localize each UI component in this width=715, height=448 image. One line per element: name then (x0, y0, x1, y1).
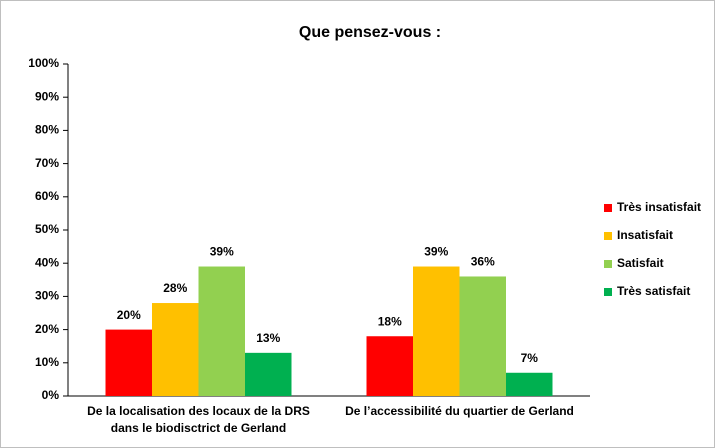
bar (366, 336, 413, 396)
legend-label: Très insatisfait (617, 200, 701, 214)
legend-label: Très satisfait (617, 284, 690, 298)
bar (245, 352, 292, 396)
legend-swatch (604, 288, 612, 296)
bar (459, 276, 506, 396)
y-tick-label: 50% (35, 222, 59, 236)
bar (506, 372, 553, 396)
value-label: 28% (163, 281, 187, 295)
value-label: 20% (117, 308, 141, 322)
value-label: 36% (471, 255, 495, 269)
bar (152, 303, 199, 396)
legend-swatch (604, 204, 612, 212)
value-label: 18% (378, 314, 402, 328)
y-tick-label: 100% (28, 56, 59, 70)
value-label: 39% (210, 245, 234, 259)
y-tick-label: 70% (35, 156, 59, 170)
bar (413, 266, 460, 396)
legend-label: Satisfait (617, 256, 664, 270)
legend-swatch (604, 232, 612, 240)
y-tick-label: 60% (35, 189, 59, 203)
y-tick-label: 10% (35, 355, 59, 369)
chart-title: Que pensez-vous : (299, 24, 441, 41)
x-tick-label: De l’accessibilité du quartier de Gerlan… (345, 404, 574, 418)
value-label: 7% (521, 351, 539, 365)
y-tick-label: 0% (42, 388, 60, 402)
value-label: 39% (424, 245, 448, 259)
y-tick-label: 80% (35, 123, 59, 137)
y-tick-label: 20% (35, 322, 59, 336)
y-tick-label: 30% (35, 289, 59, 303)
value-label: 13% (256, 331, 280, 345)
bar (198, 266, 245, 396)
legend-swatch (604, 260, 612, 268)
x-tick-label: De la localisation des locaux de la DRS … (87, 404, 310, 435)
legend-label: Insatisfait (617, 228, 673, 242)
y-tick-label: 90% (35, 89, 59, 103)
y-tick-label: 40% (35, 255, 59, 269)
bar (105, 329, 152, 396)
